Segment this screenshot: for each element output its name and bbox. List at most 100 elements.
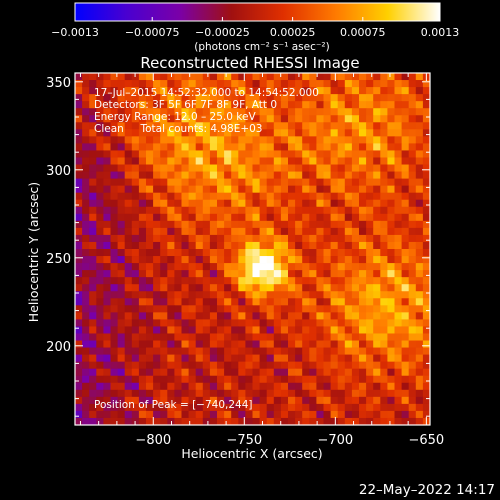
heatmap-cell [131,178,140,187]
heatmap-cell [394,150,402,158]
heatmap-cell [153,277,161,285]
heatmap-cell [422,368,431,377]
heatmap-cell [273,319,282,327]
heatmap-cell [344,234,353,243]
heatmap-cell [295,354,303,363]
heatmap-cell [89,150,97,158]
heatmap-cell [273,305,282,313]
heatmap-cell [337,312,346,320]
heatmap-cell [153,73,161,81]
heatmap-cell [380,368,388,377]
heatmap-cell [273,361,282,370]
heatmap-cell [195,129,204,137]
heatmap-cell [422,80,431,88]
heatmap-cell [387,277,395,285]
heatmap-cell [131,410,140,419]
heatmap-cell [273,396,282,405]
heatmap-cell [174,403,182,412]
heatmap-cell [224,108,232,116]
heatmap-cell [366,192,374,201]
heatmap-cell [252,73,260,81]
heatmap-cell [89,298,97,306]
heatmap-cell [259,220,268,229]
heatmap-cell [337,87,346,95]
heatmap-cell [103,347,111,355]
heatmap-cell [96,206,104,215]
heatmap-cell [124,375,133,384]
heatmap-cell [280,101,289,109]
heatmap-cell [146,298,154,306]
heatmap-cell [231,94,239,102]
heatmap-cell [408,206,417,215]
heatmap-cell [295,284,303,292]
heatmap-cell [238,241,246,250]
heatmap-cell [259,129,268,137]
heatmap-cell [359,241,367,250]
heatmap-cell [188,87,197,95]
heatmap-cell [181,185,189,194]
heatmap-cell [202,115,211,123]
heatmap-cell [110,291,118,299]
heatmap-cell [344,410,353,419]
heatmap-cell [344,73,353,81]
heatmap-cell [316,340,324,348]
heatmap-cell [273,157,282,165]
heatmap-cell [408,80,417,88]
heatmap-cell [231,417,239,426]
heatmap-cell [110,305,118,313]
heatmap-cell [273,122,282,130]
heatmap-cell [188,150,197,158]
heatmap-cell [344,185,353,194]
heatmap-cell [351,340,360,348]
heatmap-cell [103,340,111,348]
heatmap-cell [138,73,147,81]
heatmap-cell [224,157,232,165]
heatmap-cell [266,263,275,271]
heatmap-cell [153,164,161,172]
heatmap-cell [309,319,317,327]
heatmap-cell [408,291,417,299]
heatmap-cell [160,389,168,398]
heatmap-cell [224,101,232,109]
heatmap-cell [316,368,324,377]
heatmap-cell [415,354,424,363]
heatmap-cell [337,326,346,334]
heatmap-cell [181,298,189,306]
heatmap-cell [146,263,154,271]
heatmap-cell [181,326,189,334]
heatmap-cell [309,241,317,250]
heatmap-cell [174,150,182,158]
heatmap-cell [259,199,268,208]
heatmap-cell [188,157,197,165]
heatmap-cell [422,410,431,419]
heatmap-cell [209,108,218,116]
heatmap-cell [195,136,204,144]
heatmap-cell [323,150,331,158]
heatmap-cell [387,220,395,229]
heatmap-cell [380,417,388,426]
heatmap-cell [344,157,353,165]
heatmap-cell [96,382,104,391]
heatmap-cell [217,263,225,271]
heatmap-cell [153,241,161,250]
heatmap-cell [280,143,289,151]
heatmap-cell [110,178,118,187]
heatmap-cell [117,157,126,165]
heatmap-cell [124,326,133,334]
heatmap-cell [359,80,367,88]
heatmap-cell [96,115,104,123]
heatmap-cell [117,361,126,370]
heatmap-cell [252,263,260,271]
heatmap-cell [302,157,310,165]
heatmap-cell [401,199,410,208]
heatmap-cell [366,206,374,215]
heatmap-cell [380,354,388,363]
heatmap-cell [380,185,388,194]
heatmap-cell [351,80,360,88]
heatmap-cell [117,396,126,405]
heatmap-cell [174,164,182,172]
heatmap-cell [153,122,161,130]
heatmap-cell [387,171,395,179]
heatmap-cell [280,87,289,95]
